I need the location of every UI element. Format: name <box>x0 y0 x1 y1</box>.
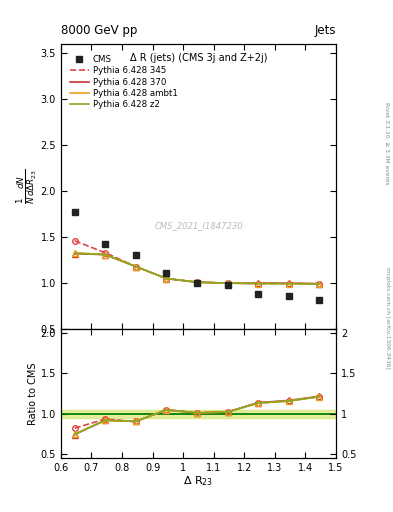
Line: CMS: CMS <box>72 209 322 303</box>
Pythia 6.428 ambt1 <box>286 281 291 287</box>
Pythia 6.428 z2 <box>256 281 261 287</box>
Legend: CMS, Pythia 6.428 345, Pythia 6.428 370, Pythia 6.428 ambt1, Pythia 6.428 z2: CMS, Pythia 6.428 345, Pythia 6.428 370,… <box>68 54 180 111</box>
Pythia 6.428 345 <box>286 281 291 287</box>
Pythia 6.428 z2 <box>317 281 321 287</box>
CMS <box>225 282 230 288</box>
CMS <box>72 209 77 215</box>
Pythia 6.428 370 <box>256 280 261 286</box>
Pythia 6.428 345 <box>103 250 108 256</box>
Text: Rivet 3.1.10, ≥ 3.3M events: Rivet 3.1.10, ≥ 3.3M events <box>385 102 389 185</box>
Pythia 6.428 345 <box>72 238 77 244</box>
Pythia 6.428 345 <box>164 275 169 282</box>
Pythia 6.428 z2 <box>195 279 199 285</box>
Pythia 6.428 z2 <box>164 275 169 282</box>
Pythia 6.428 ambt1 <box>103 251 108 258</box>
CMS <box>134 252 138 258</box>
Pythia 6.428 z2 <box>286 281 291 287</box>
Bar <box>61 410 336 418</box>
CMS <box>256 291 261 297</box>
CMS <box>103 241 108 247</box>
Y-axis label: $\frac{1}{N}\frac{dN}{d\Delta R_{23}}$: $\frac{1}{N}\frac{dN}{d\Delta R_{23}}$ <box>16 168 39 204</box>
Text: CMS_2021_I1847230: CMS_2021_I1847230 <box>154 222 243 230</box>
CMS <box>317 296 321 303</box>
Pythia 6.428 ambt1 <box>317 281 321 287</box>
Text: 8000 GeV pp: 8000 GeV pp <box>61 24 137 37</box>
Pythia 6.428 370 <box>103 251 108 258</box>
Pythia 6.428 z2 <box>225 280 230 286</box>
Pythia 6.428 z2 <box>134 264 138 270</box>
Pythia 6.428 370 <box>164 275 169 282</box>
Pythia 6.428 ambt1 <box>256 281 261 287</box>
Line: Pythia 6.428 345: Pythia 6.428 345 <box>75 241 319 284</box>
Y-axis label: Ratio to CMS: Ratio to CMS <box>28 362 38 424</box>
Pythia 6.428 ambt1 <box>195 279 199 285</box>
Pythia 6.428 z2 <box>72 250 77 257</box>
Pythia 6.428 ambt1 <box>164 275 169 282</box>
Pythia 6.428 z2 <box>103 251 108 258</box>
Pythia 6.428 370 <box>72 250 77 257</box>
CMS <box>164 270 169 276</box>
Pythia 6.428 370 <box>225 280 230 286</box>
Pythia 6.428 370 <box>134 264 138 270</box>
Line: Pythia 6.428 ambt1: Pythia 6.428 ambt1 <box>75 253 319 284</box>
CMS <box>195 280 199 286</box>
Pythia 6.428 370 <box>195 279 199 285</box>
Text: Δ R (jets) (CMS 3j and Z+2j): Δ R (jets) (CMS 3j and Z+2j) <box>130 53 267 63</box>
Text: mcplots.cern.ch [arXiv:1306.3436]: mcplots.cern.ch [arXiv:1306.3436] <box>385 267 389 368</box>
X-axis label: Δ R$_{23}$: Δ R$_{23}$ <box>184 475 213 488</box>
Line: Pythia 6.428 370: Pythia 6.428 370 <box>75 253 319 284</box>
Pythia 6.428 345 <box>195 279 199 285</box>
Pythia 6.428 345 <box>317 281 321 287</box>
Pythia 6.428 345 <box>225 280 230 286</box>
Pythia 6.428 ambt1 <box>134 264 138 270</box>
Pythia 6.428 ambt1 <box>72 250 77 256</box>
CMS <box>286 293 291 299</box>
Text: Jets: Jets <box>314 24 336 37</box>
Line: Pythia 6.428 z2: Pythia 6.428 z2 <box>75 253 319 284</box>
Pythia 6.428 345 <box>256 281 261 287</box>
Pythia 6.428 370 <box>286 280 291 286</box>
Pythia 6.428 345 <box>134 264 138 270</box>
Pythia 6.428 370 <box>317 281 321 287</box>
Pythia 6.428 ambt1 <box>225 280 230 286</box>
